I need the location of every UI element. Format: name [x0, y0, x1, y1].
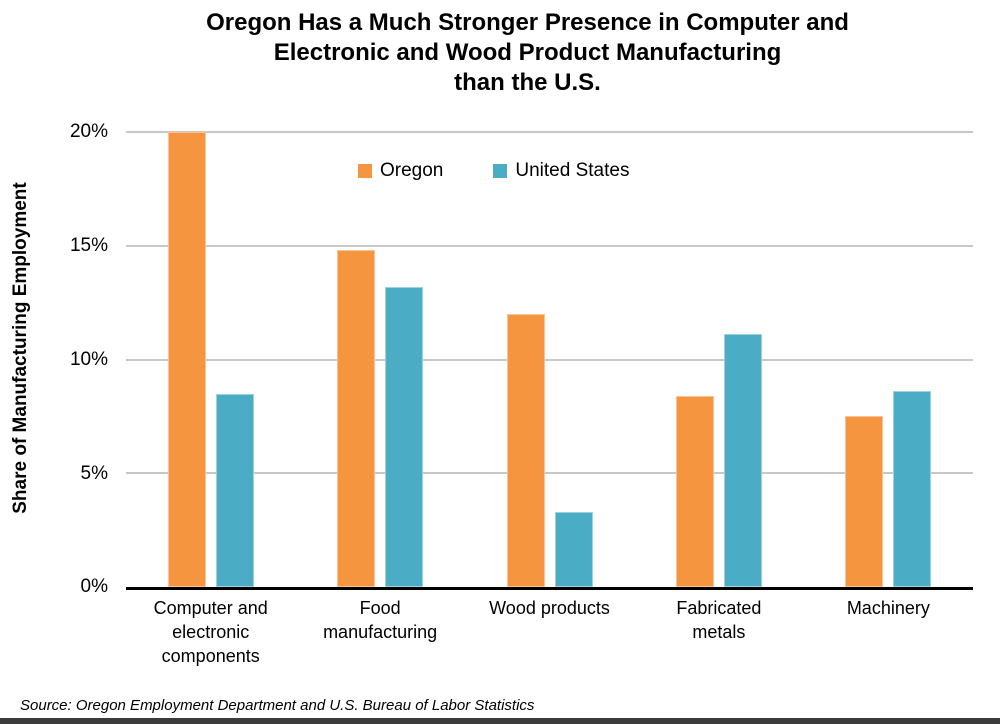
legend-item-oregon: Oregon: [358, 160, 443, 182]
x-label-fabricated-metals: Fabricated metals: [676, 598, 762, 642]
x-axis-category-labels: Computer and electronic components Food …: [126, 596, 973, 668]
y-axis-tick-labels: 20% 15% 10% 5% 0%: [0, 121, 108, 597]
x-label-machinery: Machinery: [846, 598, 930, 618]
source-note: Source: Oregon Employment Department and…: [20, 697, 535, 714]
bar-group-food-manufacturing: [295, 132, 464, 587]
bar-oregon-machinery: [845, 416, 884, 587]
oregon-swatch-icon: [358, 164, 372, 178]
bar-group-computer-electronic: [126, 132, 295, 587]
gridline-5: [126, 472, 973, 475]
gridline-20: [126, 131, 973, 133]
bar-oregon-food-manufacturing: [337, 250, 376, 587]
bottom-edge-strip: [0, 718, 1000, 724]
bar-oregon-fabricated-metals: [675, 395, 714, 587]
x-label-food-manufacturing: Food manufacturing: [323, 598, 438, 642]
legend-item-united-states: United States: [493, 160, 629, 182]
legend: Oregon United States: [358, 160, 629, 182]
chart-title-line1: Oregon Has a Much Stronger Presence in C…: [206, 9, 849, 36]
legend-label-oregon: Oregon: [380, 160, 444, 181]
bar-group-wood-products: [465, 132, 634, 587]
gridline-15: [126, 244, 973, 247]
bar-us-machinery: [893, 391, 932, 587]
y-tick-15: 15%: [69, 235, 108, 256]
bar-us-fabricated-metals: [723, 334, 762, 587]
legend-label-united-states: United States: [515, 160, 630, 181]
chart-title: Oregon Has a Much Stronger Presence in C…: [55, 8, 1000, 98]
chart-title-line3: than the U.S.: [454, 69, 601, 96]
bar-oregon-wood-products: [506, 314, 545, 587]
x-label-wood-products: Wood products: [489, 598, 610, 618]
y-tick-5: 5%: [80, 463, 108, 484]
x-label-computer-electronic: Computer and electronic components: [153, 598, 268, 666]
united-states-swatch-icon: [493, 164, 508, 178]
bar-us-computer-electronic: [215, 393, 254, 587]
bar-us-food-manufacturing: [385, 286, 424, 587]
bar-group-fabricated-metals: [634, 132, 803, 587]
bar-oregon-computer-electronic: [167, 132, 206, 587]
chart-title-line2: Electronic and Wood Product Manufacturin…: [273, 39, 782, 66]
plot-area: [126, 131, 973, 590]
y-tick-10: 10%: [69, 349, 108, 370]
y-tick-20: 20%: [69, 121, 108, 142]
bar-us-wood-products: [554, 511, 593, 587]
y-tick-0: 0%: [80, 576, 108, 597]
bar-group-machinery: [804, 132, 973, 587]
gridline-10: [126, 358, 973, 361]
